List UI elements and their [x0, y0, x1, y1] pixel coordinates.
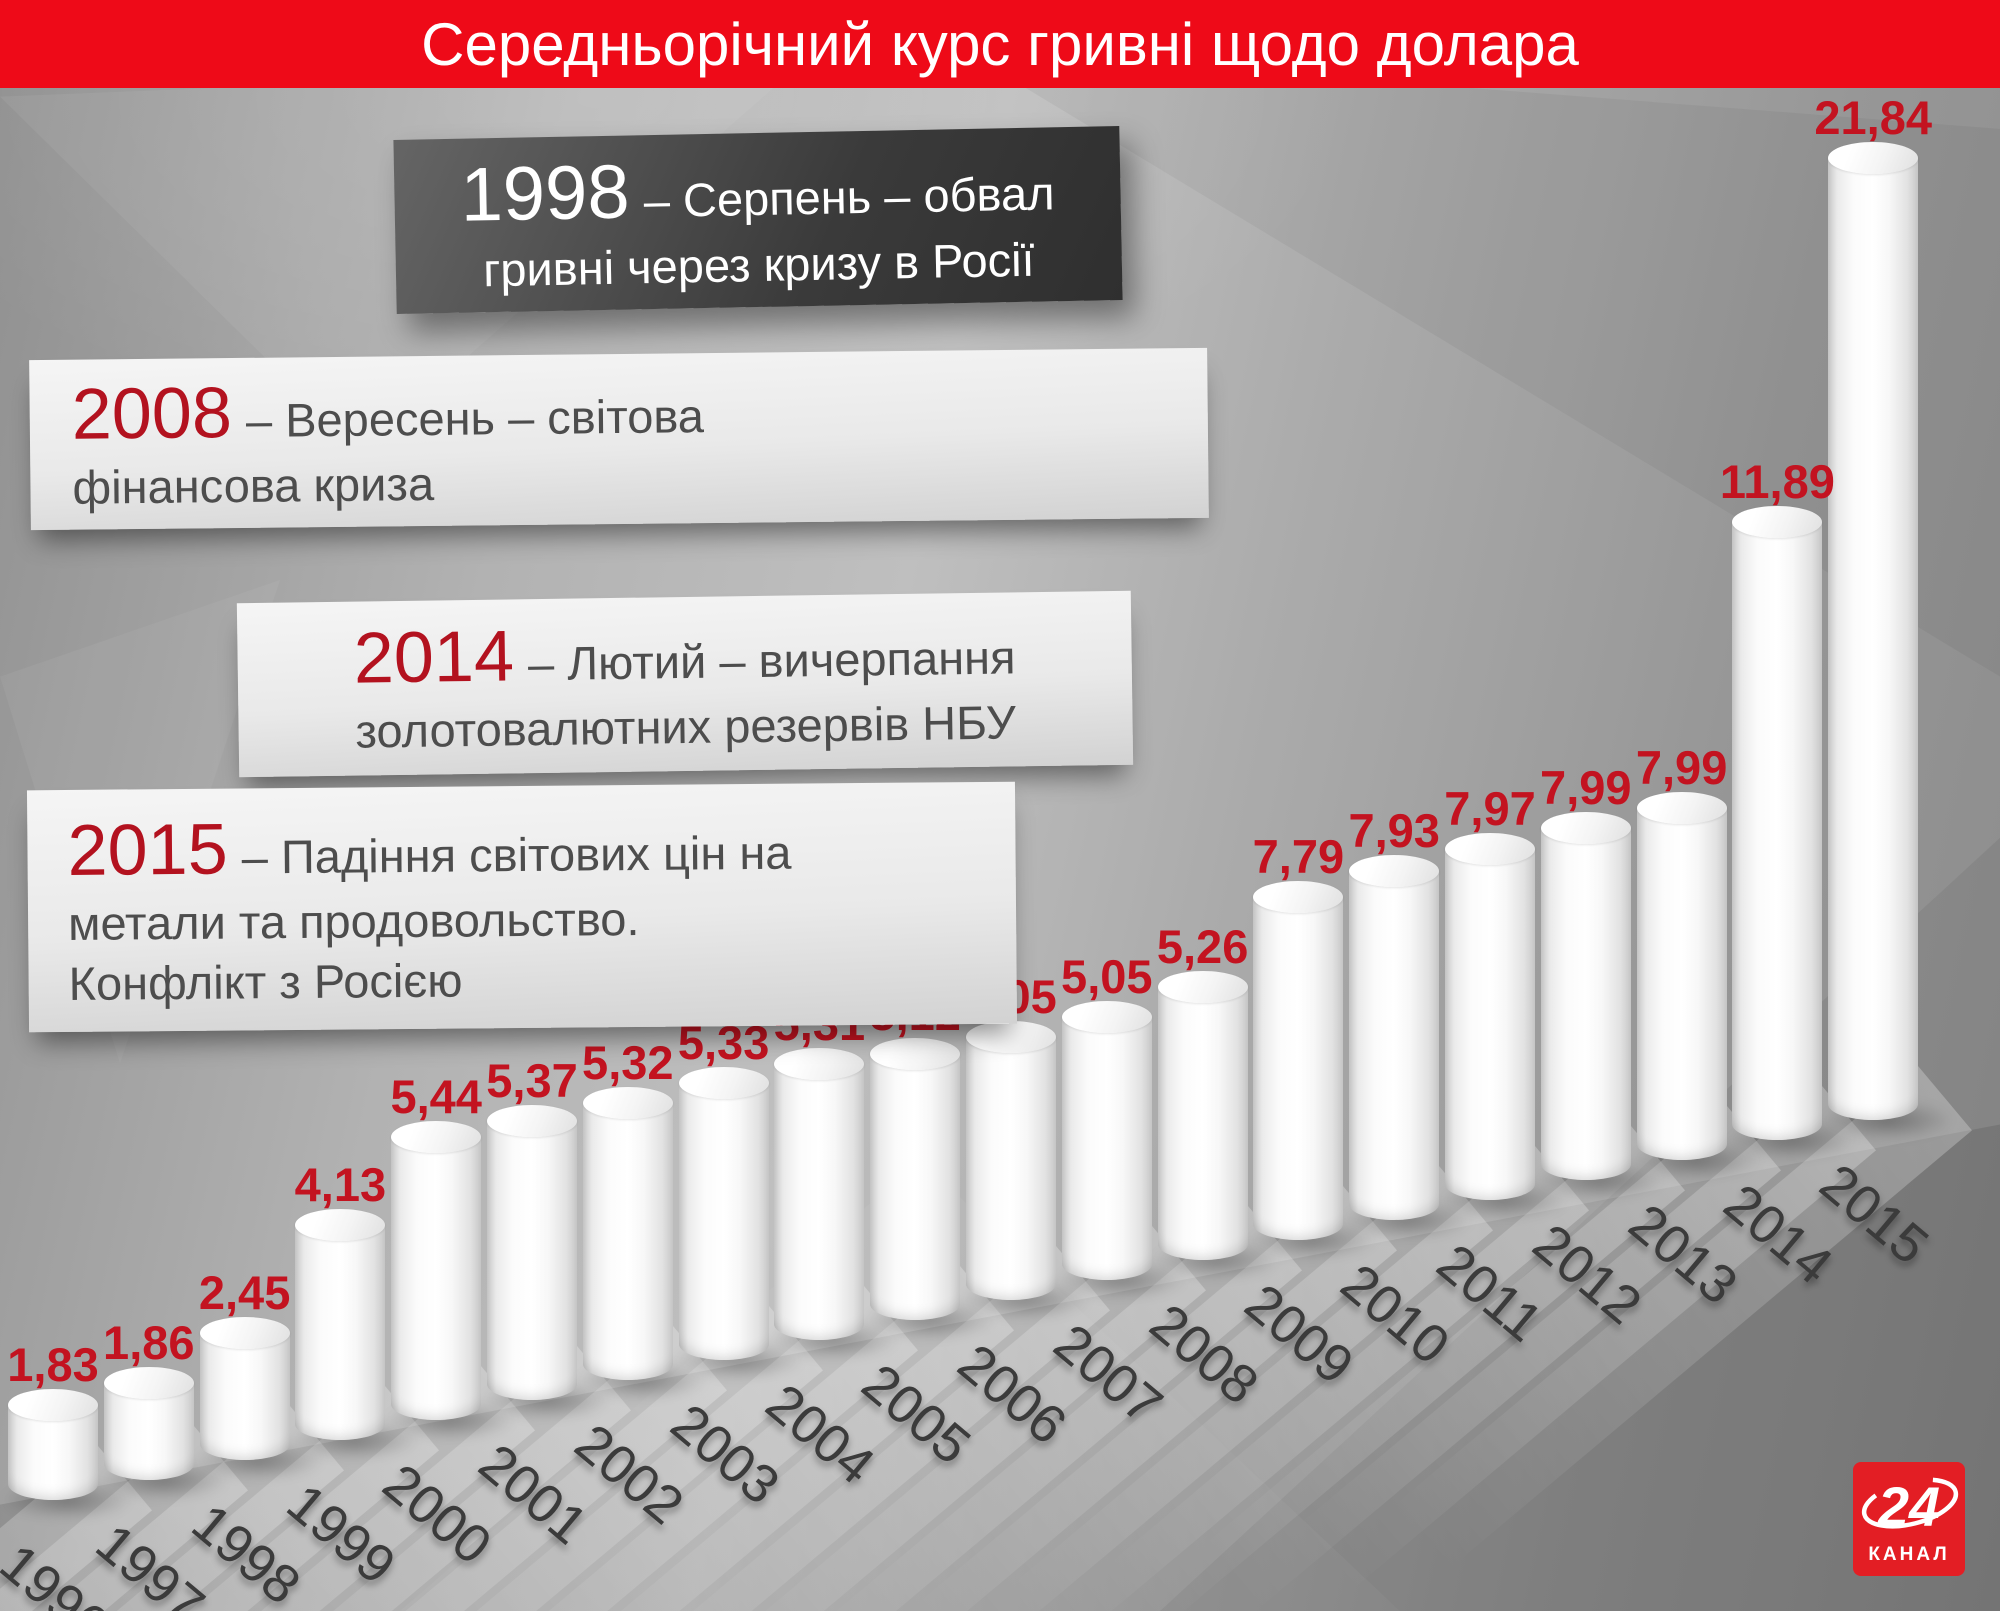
- bar-top-cap-2009: [1253, 881, 1344, 913]
- bar-top-cap-1999: [295, 1209, 386, 1241]
- title-bar: Середньорічний курс гривні щодо долара: [0, 0, 2000, 88]
- bar-top-cap-2002: [582, 1087, 673, 1119]
- logo-swoosh-icon: [1861, 1477, 1959, 1529]
- value-label-1998: 2,45: [198, 1266, 291, 1319]
- bar-top-cap-2012: [1540, 812, 1631, 844]
- annotation-text: – Лютий – вичерпання: [527, 629, 1016, 690]
- value-label-2000: 5,44: [390, 1070, 482, 1123]
- bar-top-cap-2005: [870, 1038, 961, 1070]
- value-label-2001: 5,37: [486, 1054, 578, 1107]
- annotation-year: 2008: [71, 372, 233, 455]
- value-label-2002: 5,32: [582, 1036, 674, 1089]
- page-title: Середньорічний курс гривні щодо долара: [421, 10, 1579, 78]
- value-label-2011: 7,97: [1444, 782, 1536, 835]
- bar-2001: [487, 1105, 577, 1400]
- bar-1998: [199, 1317, 290, 1460]
- bar-top-cap-2013: [1636, 792, 1727, 824]
- bar-top-cap-2004: [774, 1048, 865, 1080]
- bar-top-cap-2003: [678, 1067, 769, 1099]
- bar-2002: [582, 1087, 673, 1380]
- channel-24-logo: 24 КАНАЛ: [1853, 1462, 1965, 1576]
- bar-2003: [678, 1067, 769, 1360]
- bar-1996: [8, 1389, 98, 1500]
- bar-2013: [1636, 792, 1727, 1160]
- bar-top-cap-1998: [199, 1317, 290, 1349]
- annotation-year: 2014: [353, 615, 515, 699]
- annotation-text: – Серпень – обвал: [643, 166, 1055, 228]
- bar-top-cap-2010: [1349, 855, 1440, 887]
- bar-2012: [1540, 812, 1631, 1180]
- logo-number: 24: [1877, 1475, 1941, 1538]
- value-label-2013: 7,99: [1635, 741, 1728, 794]
- annotation-year: 2015: [67, 809, 229, 891]
- value-label-1996: 1,83: [7, 1338, 99, 1391]
- value-label-2014: 11,89: [1719, 455, 1835, 508]
- value-label-2007: 5,05: [1061, 950, 1153, 1003]
- bar-2014: [1732, 506, 1823, 1140]
- annotation-2008: 2008– Вересень – світова фінансова криза: [29, 347, 1209, 531]
- bar-top-cap-2006: [966, 1021, 1056, 1053]
- bar-top-cap-1996: [8, 1389, 98, 1421]
- bar-2010: [1349, 855, 1440, 1220]
- bar-top-cap-2015: [1828, 142, 1919, 174]
- annotation-2015: 2015– Падіння світових цін на метали та …: [26, 781, 1018, 1033]
- value-label-1999: 4,13: [294, 1158, 387, 1211]
- bar-2005: [870, 1038, 961, 1320]
- annotation-text: – Падіння світових цін на: [241, 825, 792, 884]
- bar-top-cap-1997: [103, 1367, 194, 1399]
- annotation-line: 2008– Вересень – світова: [71, 365, 1208, 455]
- bar-2007: [1061, 1001, 1152, 1280]
- annotation-year: 1998: [459, 149, 631, 239]
- annotation-text: гривні через кризу в Росії: [482, 232, 1036, 297]
- bar-1997: [103, 1367, 194, 1480]
- annotation-line: 2015– Падіння світових цін на: [67, 806, 1016, 890]
- bar-top-cap-2014: [1732, 506, 1823, 538]
- bar-top-cap-2007: [1061, 1001, 1152, 1033]
- value-label-2015: 21,84: [1814, 91, 1932, 144]
- annotation-text: золотовалютних резервів НБУ: [355, 695, 1017, 758]
- annotation-text: Конфлікт з Росією: [68, 953, 463, 1010]
- bar-top-cap-2000: [391, 1121, 482, 1153]
- annotation-1998: 1998– Серпень – обвал гривні через кризу…: [393, 126, 1123, 314]
- annotation-2014: 2014– Лютий – вичерпання золотовалютних …: [236, 590, 1134, 778]
- value-label-1997: 1,86: [103, 1316, 195, 1369]
- bar-top-cap-2011: [1445, 833, 1535, 865]
- annotation-line: 1998– Серпень – обвал: [394, 143, 1121, 239]
- bar-top-cap-2008: [1157, 971, 1248, 1003]
- bar-2008: [1157, 971, 1248, 1260]
- bar-2015: [1828, 142, 1919, 1120]
- annotation-text: – Вересень – світова: [245, 388, 705, 447]
- annotation-line: 2014– Лютий – вичерпання: [237, 610, 1132, 698]
- bar-top-cap-2001: [487, 1105, 577, 1137]
- logo-channel-name: КАНАЛ: [1868, 1544, 1950, 1565]
- value-label-2009: 7,79: [1252, 830, 1345, 883]
- bar-1999: [295, 1209, 386, 1440]
- bar-2004: [774, 1048, 865, 1340]
- annotation-text: метали та продовольство.: [67, 892, 640, 951]
- bar-2009: [1253, 881, 1344, 1240]
- value-label-2008: 5,26: [1156, 920, 1249, 973]
- value-label-2012: 7,99: [1540, 761, 1632, 814]
- bar-2000: [391, 1121, 482, 1420]
- annotation-text: фінансова криза: [72, 457, 435, 514]
- bar-2006: [966, 1021, 1056, 1300]
- bar-2011: [1445, 833, 1535, 1200]
- value-label-2010: 7,93: [1348, 804, 1440, 857]
